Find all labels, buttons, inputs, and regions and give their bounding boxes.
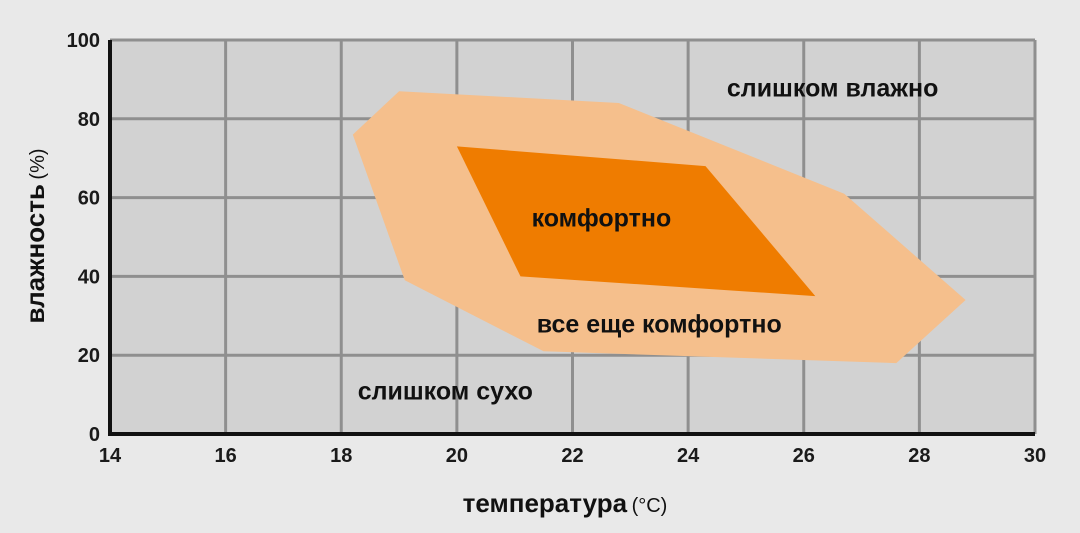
x-tick-label: 14 [99,445,122,467]
x-axis-title: температура (°C) [463,488,668,518]
y-tick-label: 80 [78,109,100,131]
y-tick-label: 60 [78,188,100,210]
annotation-label: слишком влажно [727,74,938,102]
x-tick-label: 24 [677,445,700,467]
x-tick-label: 16 [215,445,237,467]
axes: 14 16 18 20 22 24 26 28 30 0 20 40 60 80 100 [67,30,1047,467]
x-axis-unit: (°C) [632,495,668,517]
x-tick-label: 18 [330,445,352,467]
y-axis-title-text: влажность [20,184,50,323]
x-tick-label: 22 [561,445,583,467]
y-axis-unit: (%) [27,148,49,179]
region-label: все еще комфортно [537,311,782,339]
x-tick-label: 20 [446,445,468,467]
x-tick-label: 26 [793,445,815,467]
region-labels: все еще комфортно комфортно слишком влажно… [358,74,939,405]
region-label: комфортно [532,204,672,232]
comfortable-zone [456,146,816,297]
x-tick-label: 28 [908,445,930,467]
y-tick-label: 20 [78,345,100,367]
x-axis-title-text: температура [463,488,628,518]
x-tick-label: 30 [1024,445,1046,467]
y-tick-label: 100 [67,30,100,52]
annotation-label: слишком сухо [358,378,533,406]
y-tick-label: 40 [78,266,100,288]
y-axis-title: влажность (%) [20,148,50,323]
comfort-regions [352,91,966,364]
y-tick-label: 0 [89,424,100,446]
